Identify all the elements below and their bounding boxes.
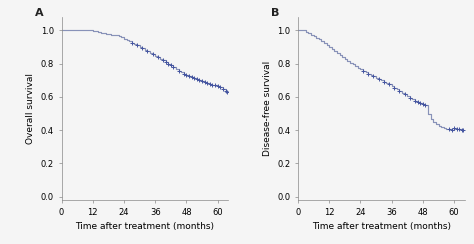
X-axis label: Time after treatment (months): Time after treatment (months): [75, 222, 214, 231]
Y-axis label: Overall survival: Overall survival: [26, 73, 35, 144]
Text: A: A: [35, 8, 44, 18]
X-axis label: Time after treatment (months): Time after treatment (months): [312, 222, 451, 231]
Text: B: B: [272, 8, 280, 18]
Y-axis label: Disease-free survival: Disease-free survival: [263, 61, 272, 156]
